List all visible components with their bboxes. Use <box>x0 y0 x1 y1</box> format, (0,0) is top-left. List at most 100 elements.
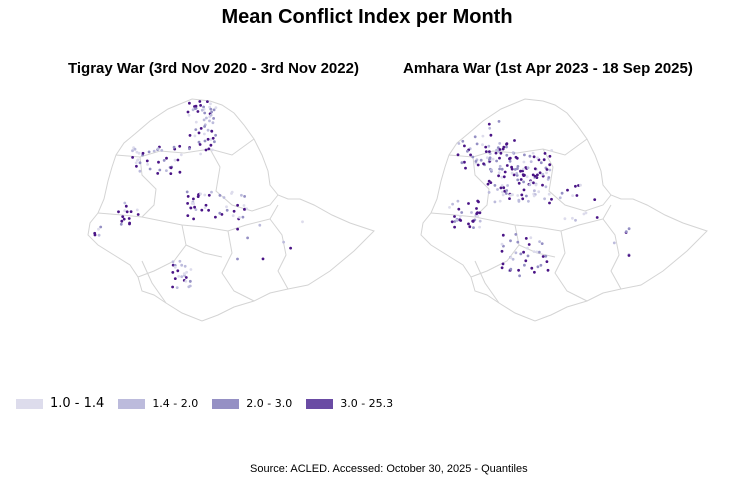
conflict-point <box>148 167 152 171</box>
conflict-point <box>500 242 504 246</box>
conflict-point <box>160 149 164 152</box>
conflict-point <box>518 274 521 278</box>
conflict-point <box>524 237 528 240</box>
conflict-point <box>453 215 456 218</box>
conflict-point <box>243 195 247 198</box>
conflict-point <box>527 243 531 246</box>
conflict-point <box>502 186 506 190</box>
conflict-point <box>508 197 511 200</box>
conflict-point <box>536 265 540 269</box>
conflict-point <box>97 233 101 237</box>
conflict-point <box>236 203 240 207</box>
conflict-point <box>157 160 160 164</box>
conflict-point <box>500 249 504 253</box>
conflict-point <box>147 150 151 154</box>
conflict-point <box>550 149 554 152</box>
conflict-point <box>453 220 457 223</box>
conflict-point <box>207 147 211 151</box>
conflict-point <box>546 268 550 272</box>
conflict-point <box>488 150 491 153</box>
conflict-point <box>473 135 477 139</box>
conflict-point <box>531 151 535 155</box>
conflict-point <box>533 167 537 171</box>
conflict-point <box>491 157 495 161</box>
conflict-point <box>189 268 193 271</box>
conflict-point <box>455 219 459 222</box>
conflict-point <box>463 144 466 148</box>
conflict-point <box>486 182 490 186</box>
conflict-point <box>500 266 504 270</box>
conflict-point <box>456 199 460 203</box>
conflict-point <box>99 225 103 229</box>
conflict-points <box>448 120 631 278</box>
conflict-point <box>523 263 526 267</box>
conflict-point <box>187 285 191 289</box>
conflict-point <box>209 102 212 106</box>
conflict-point <box>560 191 564 195</box>
conflict-point <box>519 252 523 256</box>
conflict-point <box>188 279 192 283</box>
conflict-point <box>138 161 142 165</box>
conflict-point <box>476 211 479 215</box>
conflict-point <box>193 107 197 110</box>
conflict-point <box>179 153 183 157</box>
conflict-point <box>467 202 470 205</box>
conflict-point <box>214 133 218 137</box>
conflict-point <box>196 195 200 198</box>
conflict-point <box>212 108 216 112</box>
conflict-point <box>484 145 488 149</box>
conflict-point <box>501 190 504 194</box>
conflict-point <box>533 270 536 274</box>
conflict-point <box>222 196 226 199</box>
conflict-point <box>510 167 514 171</box>
conflict-point <box>595 216 599 219</box>
conflict-point <box>475 142 479 146</box>
conflict-point <box>206 137 210 141</box>
conflict-point <box>472 226 475 230</box>
conflict-point <box>474 160 478 163</box>
conflict-point <box>93 233 97 237</box>
conflict-point <box>203 193 207 197</box>
conflict-point <box>516 167 519 170</box>
conflict-point <box>500 175 504 179</box>
conflict-point <box>485 156 489 160</box>
conflict-point <box>532 250 536 254</box>
conflict-point <box>460 211 464 214</box>
conflict-point <box>175 286 179 289</box>
conflict-point <box>487 122 491 126</box>
conflict-point <box>548 163 552 167</box>
conflict-point <box>534 183 538 187</box>
conflict-point <box>182 272 186 275</box>
conflict-point <box>236 257 239 261</box>
conflict-point <box>203 125 206 128</box>
conflict-point <box>521 197 525 201</box>
conflict-point <box>186 214 190 217</box>
conflict-point <box>566 188 569 192</box>
conflict-point <box>541 255 545 258</box>
conflict-point <box>498 148 502 151</box>
conflict-point <box>494 151 498 155</box>
conflict-point <box>211 121 215 125</box>
conflict-point <box>120 219 124 223</box>
conflict-point <box>514 251 518 255</box>
conflict-point <box>516 165 520 168</box>
conflict-point <box>197 131 201 135</box>
conflict-point <box>133 147 137 151</box>
conflict-point <box>571 216 574 220</box>
conflict-point <box>540 242 544 246</box>
conflict-point <box>476 214 480 218</box>
map-amhara <box>420 98 708 322</box>
conflict-point <box>199 104 202 107</box>
conflict-point <box>232 209 236 213</box>
conflict-point <box>545 260 549 263</box>
conflict-point <box>119 222 123 226</box>
conflict-point <box>505 145 508 149</box>
conflict-point <box>503 170 507 174</box>
conflict-point <box>488 156 492 160</box>
conflict-point <box>471 155 475 159</box>
conflict-point <box>475 207 478 210</box>
conflict-point <box>173 265 177 269</box>
conflict-point <box>571 194 574 197</box>
conflict-point <box>240 193 243 197</box>
conflict-point <box>522 167 525 171</box>
